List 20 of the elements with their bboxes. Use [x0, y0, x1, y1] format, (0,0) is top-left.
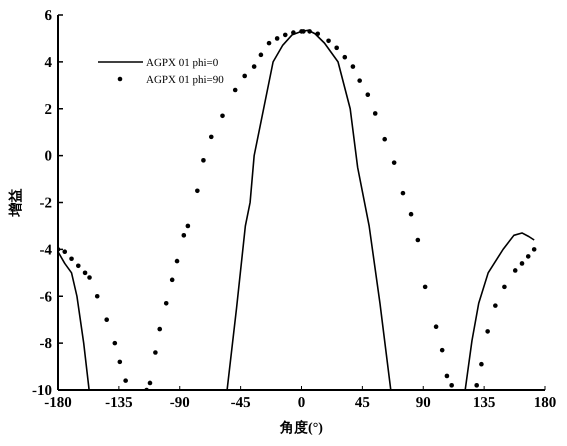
x-tick-label: -45	[230, 395, 251, 411]
y-tick-label: -4	[40, 242, 52, 258]
y-tick-label: 0	[44, 148, 52, 165]
y-tick-label: -6	[40, 289, 52, 306]
legend-label: AGPX 01 phi=0	[146, 57, 219, 69]
x-tick-label: -135	[105, 395, 133, 411]
x-tick-label: -90	[170, 395, 190, 411]
y-tick-label: 6	[44, 8, 52, 24]
x-tick-label: 90	[416, 395, 431, 411]
y-tick-label: 4	[44, 54, 52, 71]
y-tick-label: -2	[40, 196, 52, 212]
y-tick-label: 2	[44, 102, 52, 118]
legend-label: AGPX 01 phi=90	[146, 74, 224, 86]
x-tick-label: 135	[472, 395, 496, 411]
x-axis-title: 角度(°)	[279, 419, 324, 436]
x-tick-label: 180	[534, 395, 556, 411]
y-axis-title: 增益	[8, 188, 24, 218]
x-tick-label: 45	[354, 395, 370, 411]
x-tick-label: 0	[298, 395, 306, 411]
y-tick-label: -8	[40, 336, 52, 352]
